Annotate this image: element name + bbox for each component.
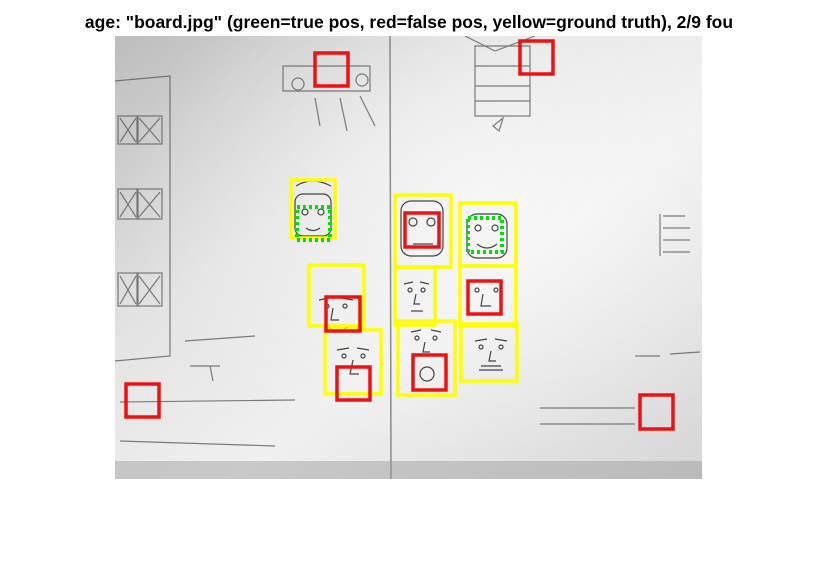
whiteboard-photo [115, 36, 702, 479]
chart-title: age: "board.jpg" (green=true pos, red=fa… [85, 12, 733, 33]
board-image-figure [115, 36, 702, 479]
